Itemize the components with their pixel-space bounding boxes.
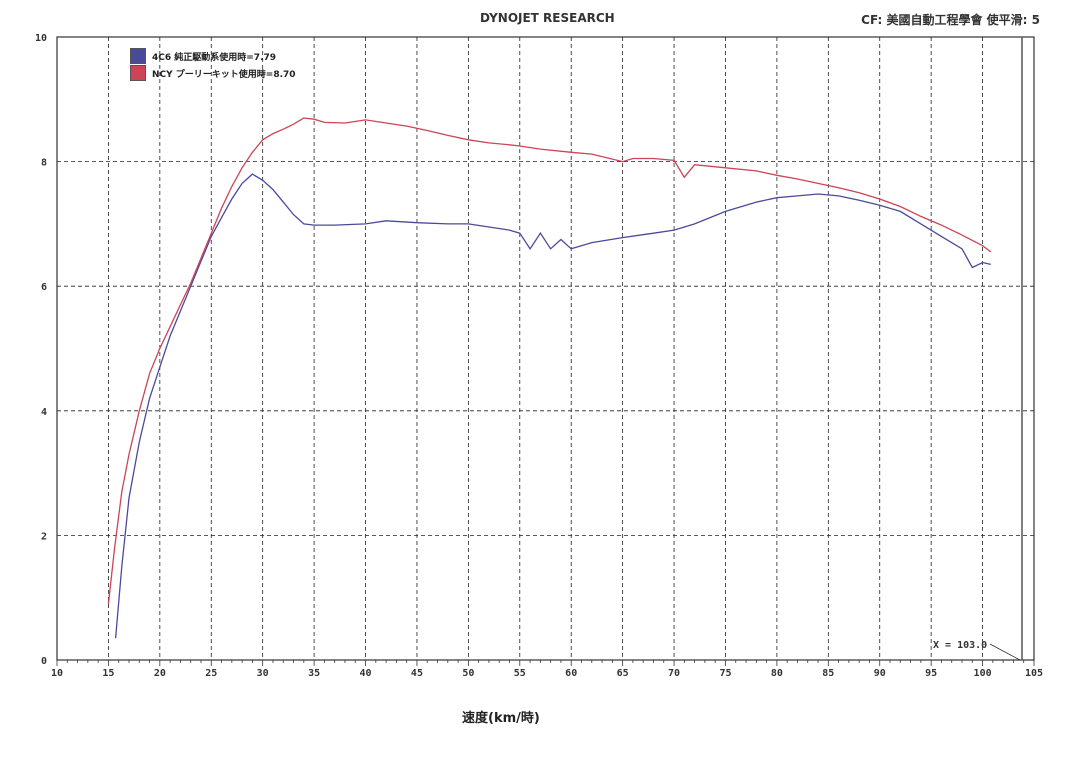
x-tick-label: 75 [719, 668, 731, 679]
x-tick-label: 85 [822, 668, 834, 679]
dyno-chart: 10 15 20 25 30 35 40 45 50 55 60 65 70 75 80 85 90 95 100 1… [35, 33, 1043, 679]
y-tick-label: 8 [41, 158, 47, 169]
x-tick-label: 10 [51, 668, 63, 679]
x-tick-label: 35 [308, 668, 320, 679]
x-tick-label: 45 [411, 668, 423, 679]
y-tick-label: 4 [41, 407, 47, 418]
cursor-readout: X = 103.0 [933, 640, 987, 651]
x-tick-label: 60 [565, 668, 577, 679]
y-tick-label: 2 [41, 531, 47, 542]
x-tick-label: 15 [102, 668, 114, 679]
x-tick-label: 25 [205, 668, 217, 679]
x-tick-label: 20 [154, 668, 166, 679]
x-tick-label: 105 [1025, 668, 1043, 679]
cursor-pointer-line [989, 643, 1021, 661]
chart-title: DYNOJET RESEARCH [480, 11, 615, 25]
y-tick-label: 6 [41, 282, 47, 293]
plot-frame [56, 36, 1035, 661]
x-tick-label: 40 [360, 668, 372, 679]
series-line-stock [114, 173, 991, 639]
legend-swatch-stock [130, 48, 146, 64]
series-line-pulley [107, 117, 992, 604]
legend-item-pulley: NCY プーリーキット使用時=8.70 [130, 65, 296, 81]
correction-factor-label: CF: 美國自動工程學會 使平滑: 5 [861, 13, 1040, 27]
legend-swatch-pulley [130, 65, 146, 81]
x-axis-label: 速度(km/時) [462, 711, 540, 726]
y-tick-label: 10 [35, 33, 47, 44]
x-tick-label: 70 [668, 668, 680, 679]
legend-item-stock: 4C6 純正駆動系使用時=7.79 [130, 48, 276, 64]
legend-label-pulley: NCY プーリーキット使用時=8.70 [152, 69, 296, 80]
x-tick-label: 50 [462, 668, 474, 679]
x-tick-label: 80 [771, 668, 783, 679]
x-tick-label: 55 [514, 668, 526, 679]
x-tick-label: 95 [925, 668, 937, 679]
x-tick-label: 100 [974, 668, 992, 679]
x-tick-label: 90 [874, 668, 886, 679]
x-tick-label: 30 [257, 668, 269, 679]
legend-label-stock: 4C6 純正駆動系使用時=7.79 [152, 52, 277, 63]
x-tick-label: 65 [617, 668, 629, 679]
y-tick-label: 0 [41, 656, 47, 667]
